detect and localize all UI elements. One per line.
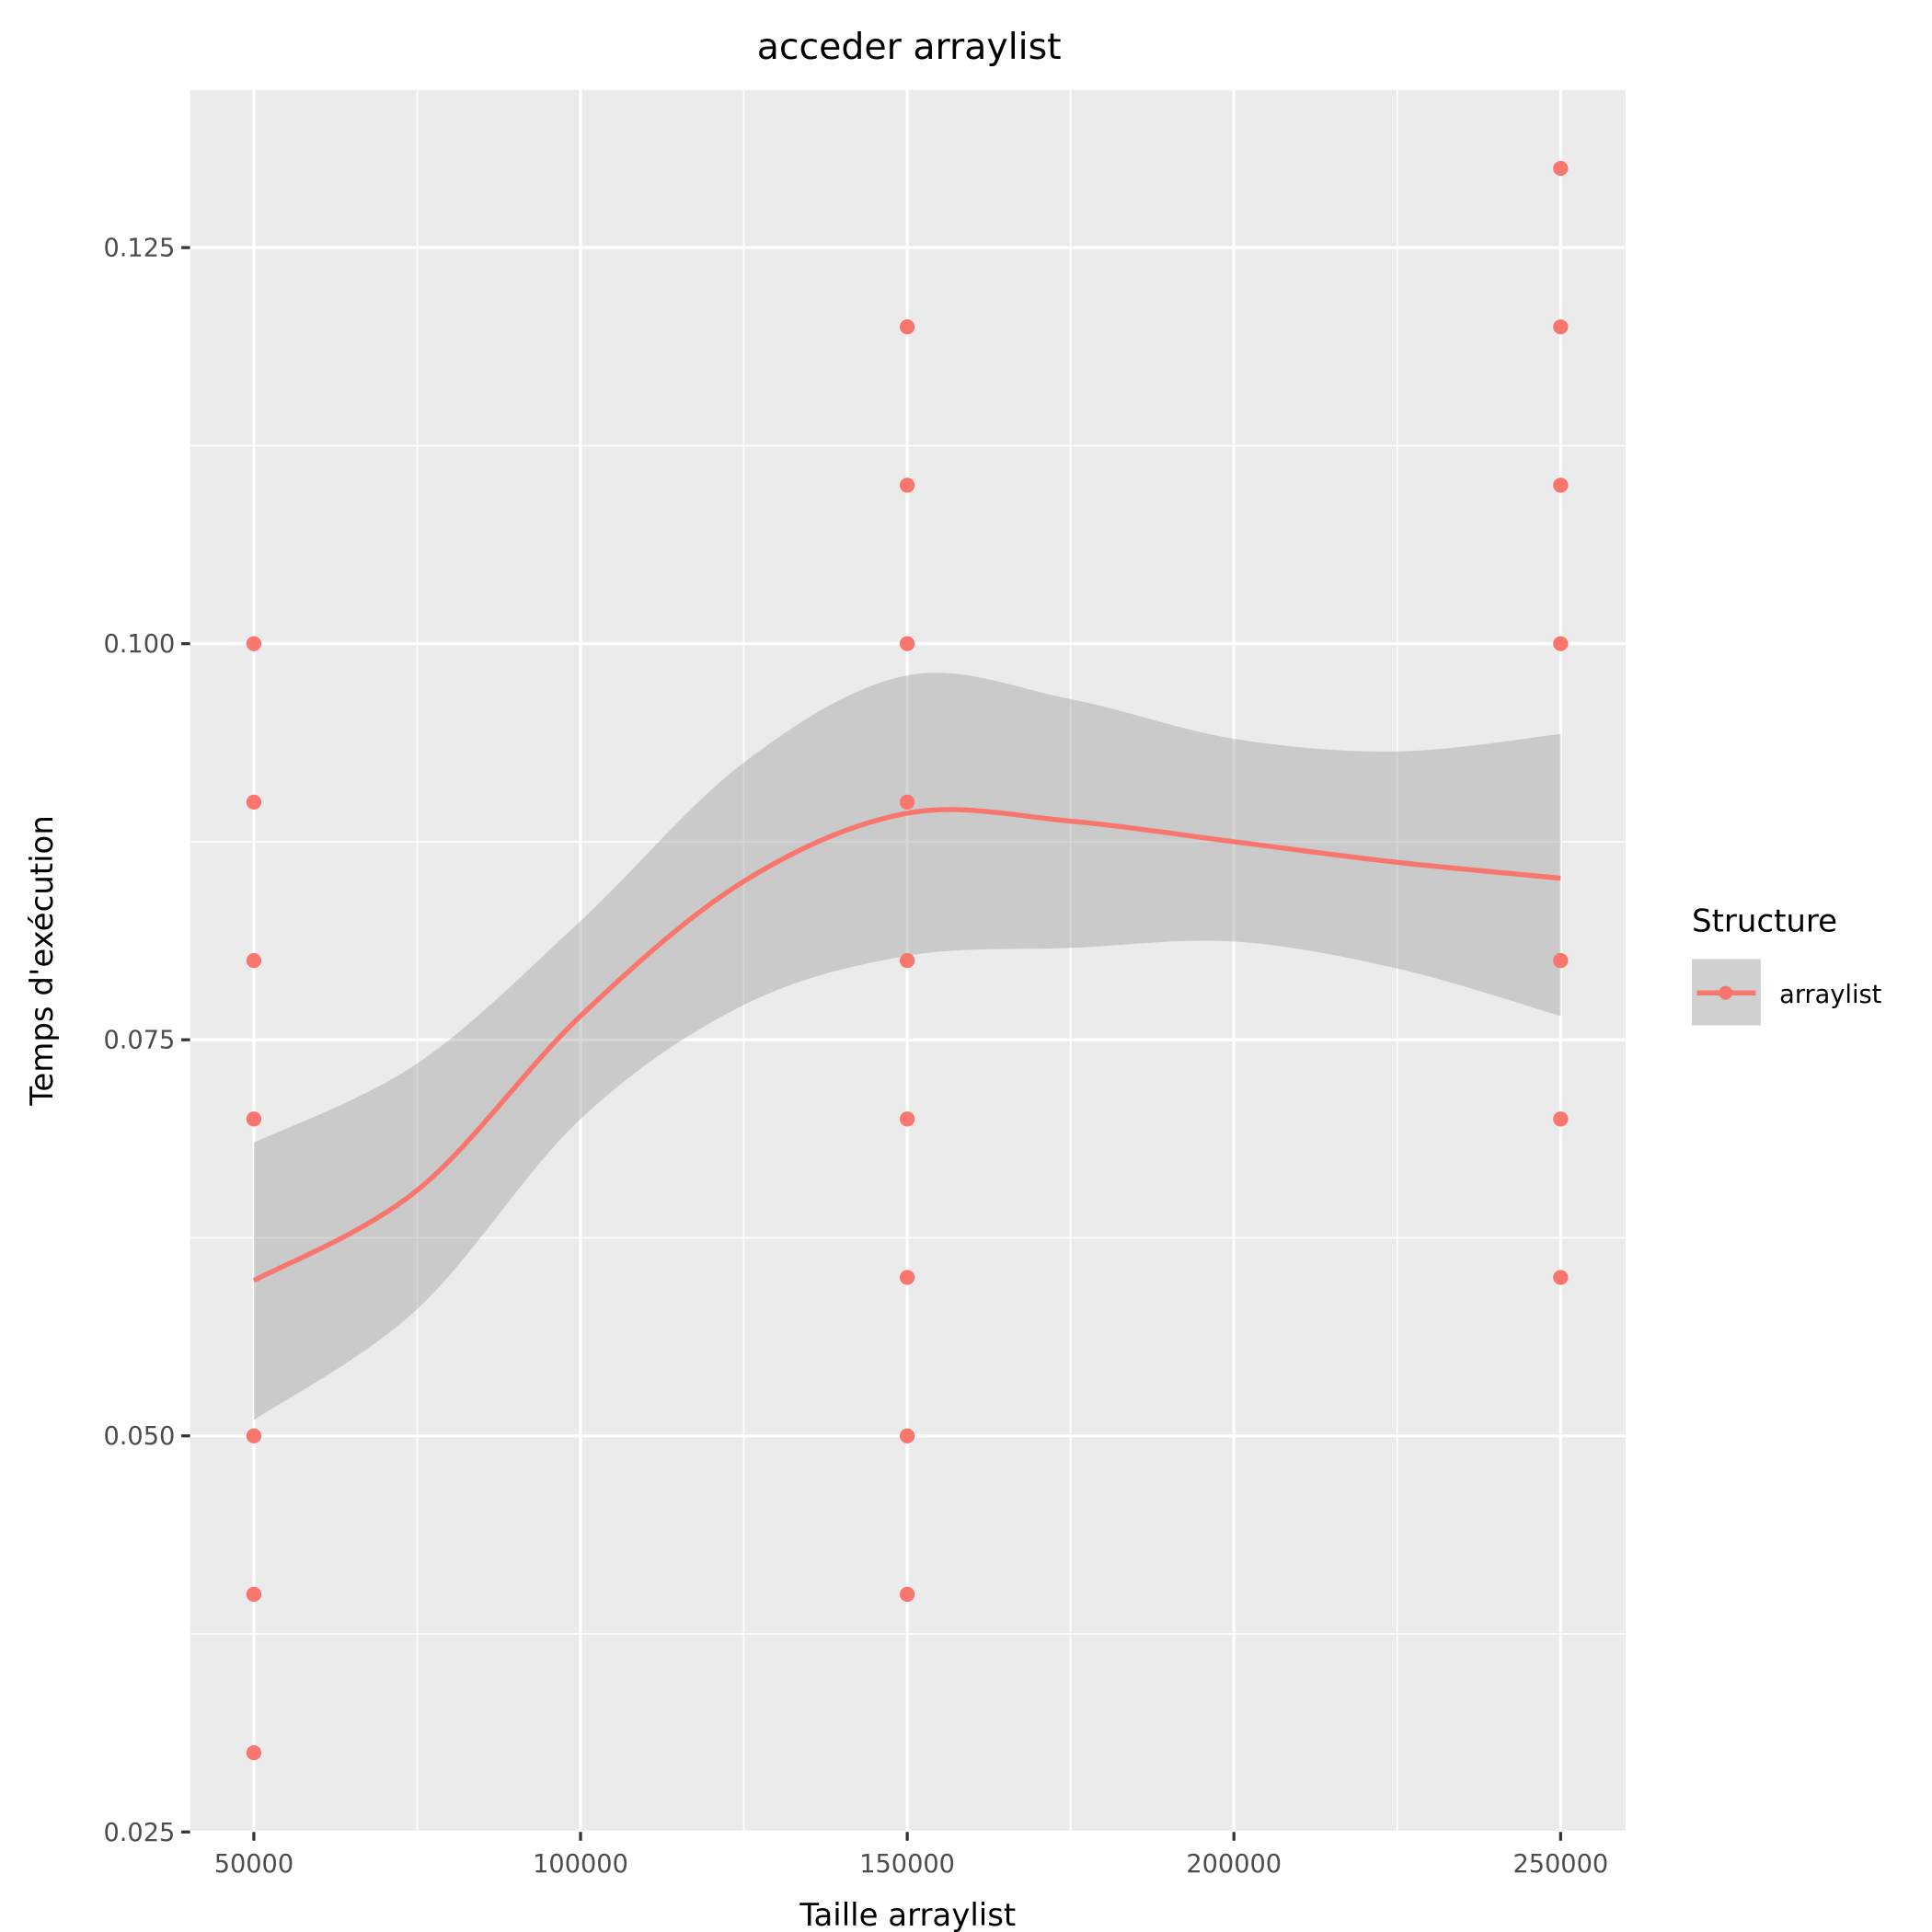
legend-title: Structure	[1692, 903, 1837, 940]
data-point	[1553, 952, 1569, 969]
axis-ticks: 50000 100000 150000 200000 250000 0.025 0.050 0…	[103, 235, 1608, 1879]
x-tick-label: 200000	[1186, 1850, 1282, 1879]
data-point	[899, 1586, 915, 1603]
data-point	[246, 1745, 262, 1761]
y-tick-label: 0.075	[103, 1027, 175, 1055]
data-point	[899, 1428, 915, 1443]
data-point	[1553, 636, 1569, 651]
points	[246, 160, 1569, 1761]
data-point	[246, 952, 262, 969]
data-point	[899, 319, 915, 335]
data-point	[899, 1270, 915, 1285]
x-axis-label: Taille arraylist	[799, 1897, 1016, 1932]
x-tick-label: 100000	[533, 1850, 628, 1879]
legend-entry-arraylist: arraylist	[1779, 981, 1881, 1009]
y-tick-label: 0.100	[103, 630, 175, 659]
data-point	[246, 1428, 262, 1443]
data-point	[246, 794, 262, 811]
x-tick-label: 150000	[859, 1850, 955, 1879]
data-point	[1553, 319, 1569, 335]
data-point	[899, 952, 915, 969]
data-point	[899, 1111, 915, 1127]
y-tick-label: 0.125	[103, 235, 175, 263]
data-point	[1553, 1270, 1569, 1285]
data-point	[246, 636, 262, 651]
y-tick-label: 0.050	[103, 1422, 175, 1451]
data-point	[1553, 160, 1569, 177]
data-point	[899, 794, 915, 811]
data-point	[1553, 477, 1569, 493]
confidence-band	[253, 673, 1561, 1420]
chart-title: acceder arraylist	[757, 26, 1062, 68]
legend-point	[1719, 985, 1733, 1000]
y-tick-label: 0.025	[103, 1819, 175, 1847]
data-point	[246, 1586, 262, 1603]
smooth-line	[252, 807, 1561, 1283]
legend: Structure arraylist	[1692, 903, 1881, 1026]
data-point	[899, 477, 915, 493]
data-point	[1553, 1111, 1569, 1127]
y-axis-label: Temps d'exécution	[24, 815, 61, 1106]
data-point	[899, 636, 915, 651]
x-tick-label: 250000	[1512, 1850, 1608, 1879]
data-point	[246, 1111, 262, 1127]
x-tick-label: 50000	[214, 1850, 293, 1879]
